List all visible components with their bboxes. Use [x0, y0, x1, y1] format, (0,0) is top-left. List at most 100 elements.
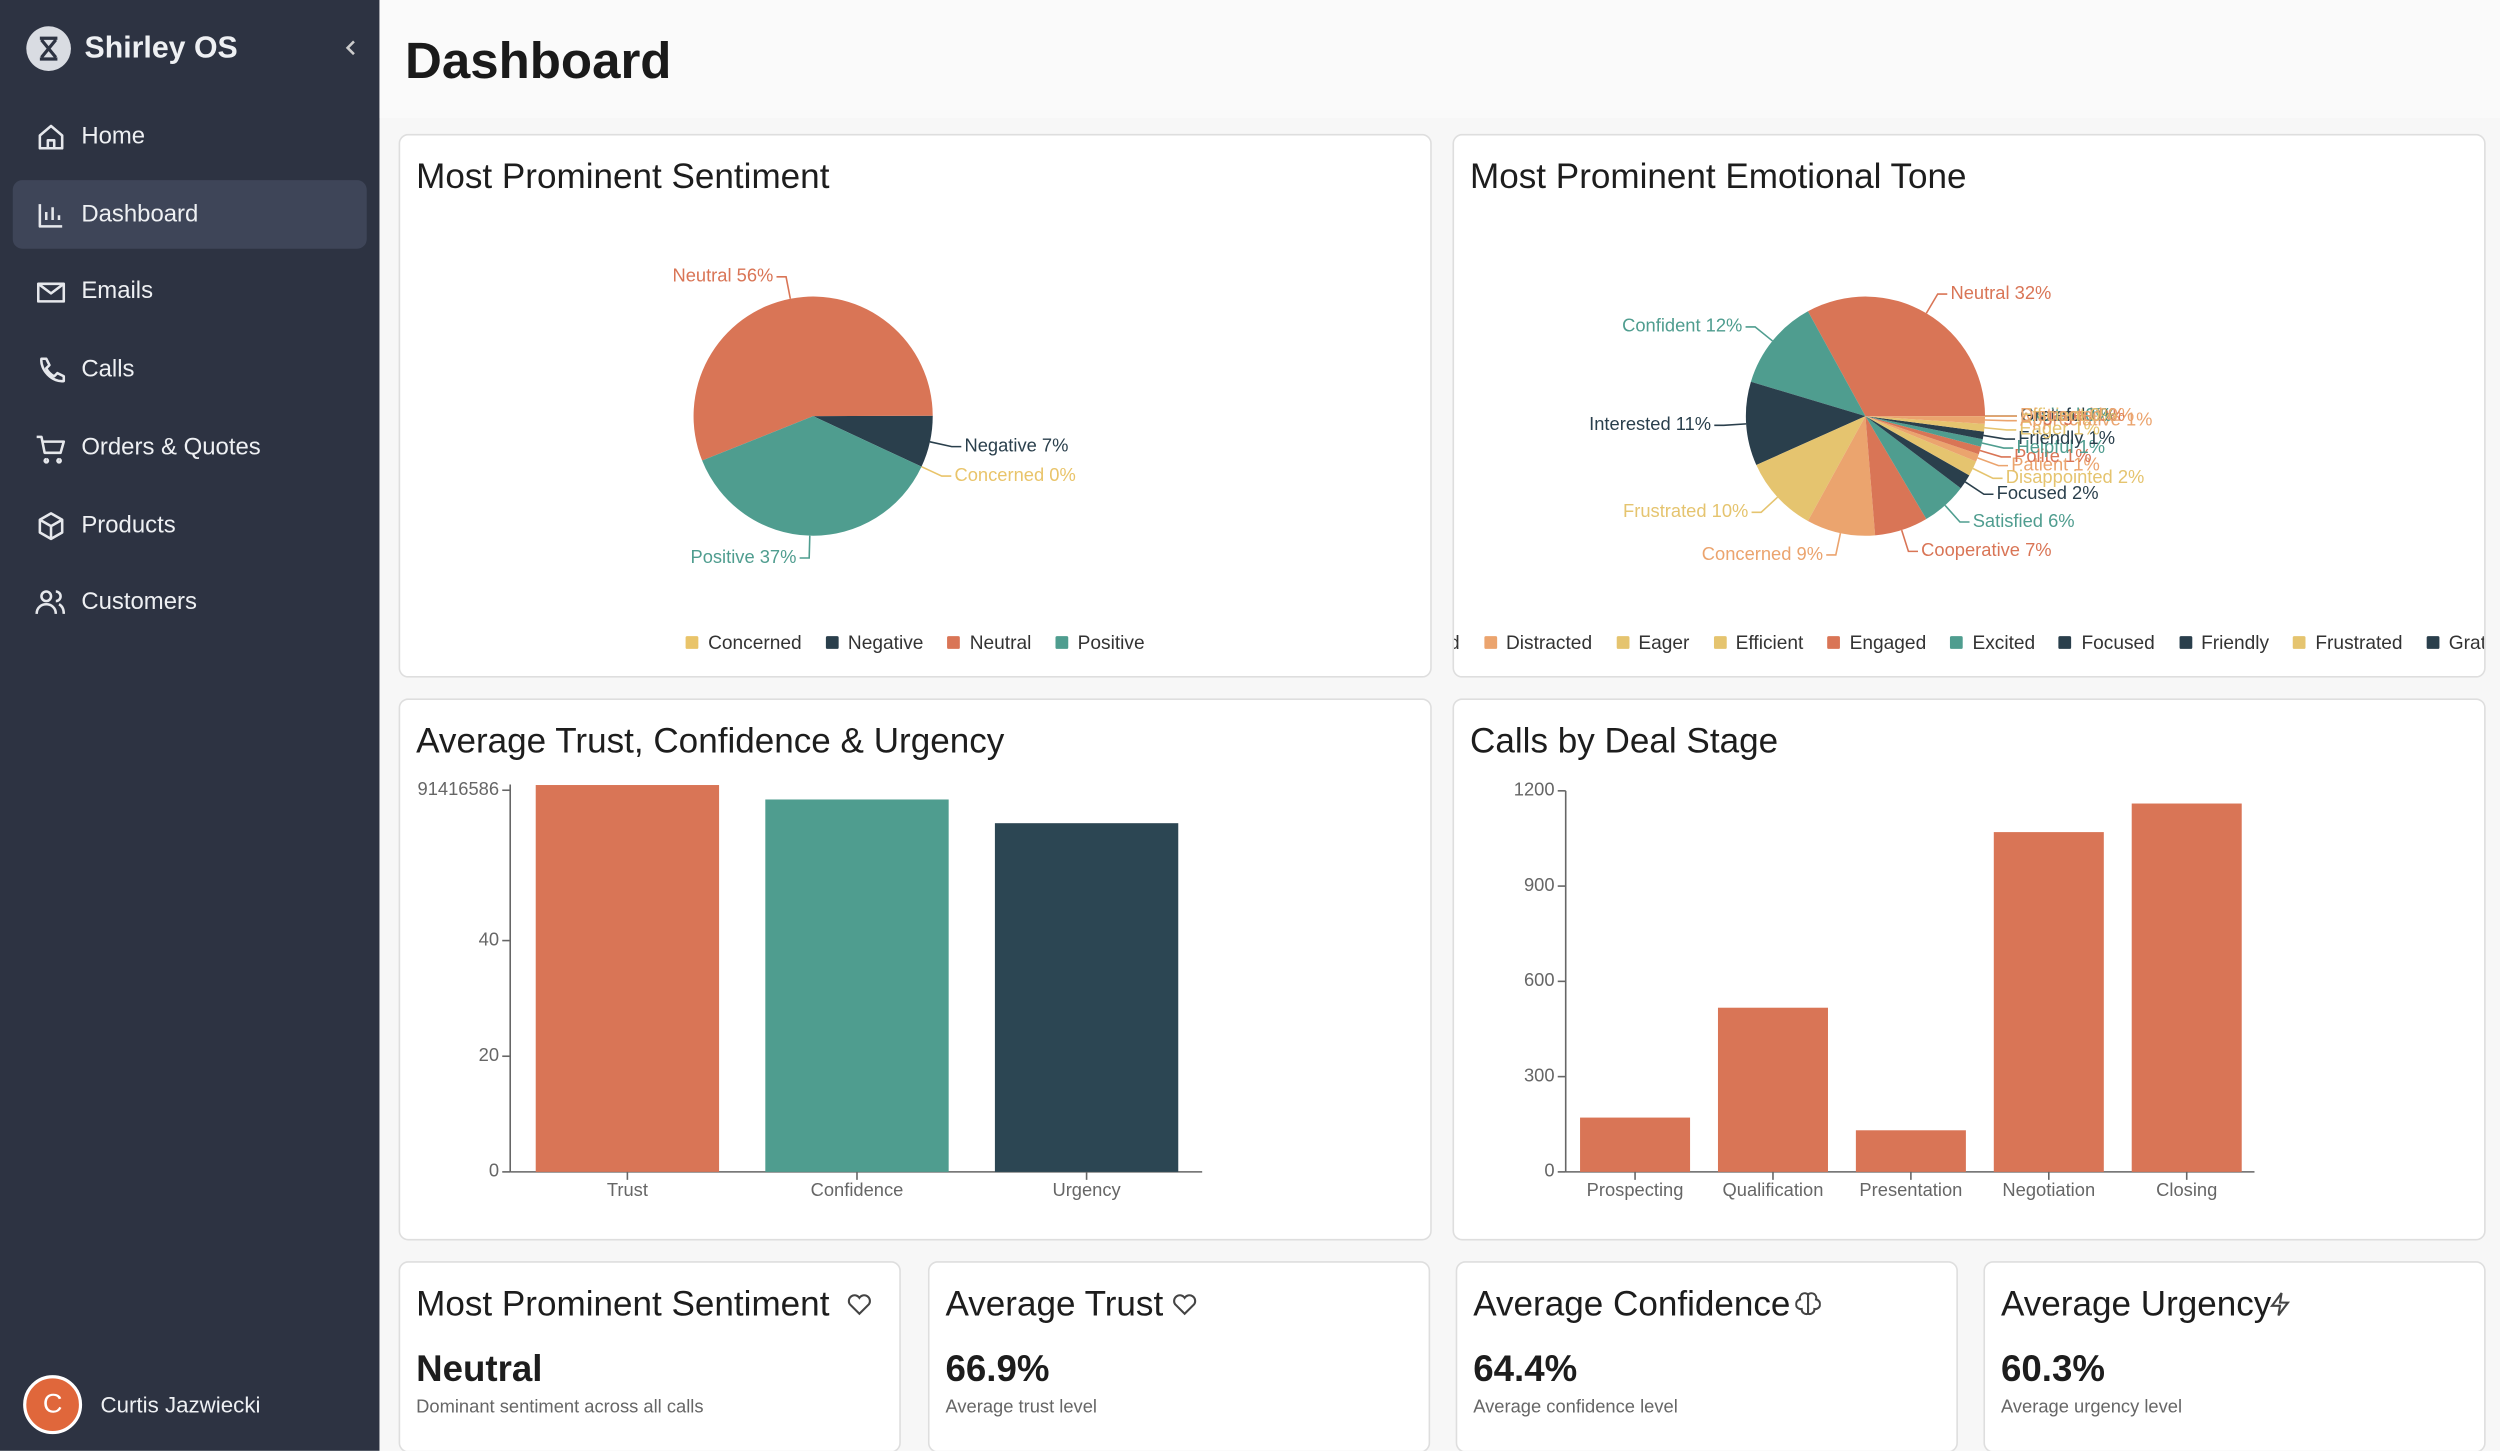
- legend-item: Neutral: [947, 631, 1032, 654]
- legend-label: Neutral: [969, 631, 1032, 654]
- nav-icon: [40, 357, 66, 383]
- stat-card: Most Prominent Sentiment Neutral Dominant …: [398, 1261, 901, 1451]
- legend-swatch: [825, 636, 839, 649]
- nav-item[interactable]: Emails: [13, 257, 367, 326]
- stat-value: Neutral: [416, 1347, 543, 1389]
- nav-label: Products: [81, 511, 176, 539]
- logo: [26, 26, 71, 71]
- legend-swatch: [2426, 636, 2440, 649]
- legend-swatch: [947, 636, 961, 649]
- avatar[interactable]: [22, 1374, 83, 1435]
- chart-card: Most Prominent Sentiment Concerned Negativ…: [398, 133, 1432, 678]
- stat-value: 66.9%: [945, 1347, 1050, 1389]
- nav-label: Customers: [81, 588, 197, 616]
- collapse-button[interactable]: [340, 37, 362, 59]
- legend-label: Eager: [1638, 631, 1690, 654]
- stat-icon: [1795, 1292, 1821, 1316]
- nav-icon: [36, 435, 66, 464]
- nav-label: Dashboard: [81, 200, 199, 228]
- legend-item: Friendly: [2178, 631, 2269, 654]
- legend-label: Concerned: [708, 631, 802, 654]
- nav-item[interactable]: Products: [13, 490, 367, 559]
- nav-icon: [35, 590, 66, 615]
- stat-card: Average Confidence 64.4% Average confidenc…: [1455, 1261, 1958, 1451]
- nav-item[interactable]: Home: [13, 102, 367, 171]
- legend: Concerned Negative Neutral Positive: [400, 631, 1430, 654]
- icon-path: [35, 590, 66, 615]
- stat-description: Average confidence level: [1473, 1398, 1678, 1418]
- nav-label: Home: [81, 122, 146, 150]
- chart-card: Calls by Deal Stage: [1452, 698, 2486, 1241]
- chart-title: Average Trust, Confidence & Urgency: [416, 720, 1005, 761]
- avatar-initial: C: [42, 1388, 63, 1420]
- nav-item[interactable]: Dashboard: [12, 179, 367, 249]
- chart-card: Most Prominent Emotional Tone Appreciativ…: [1452, 133, 2486, 678]
- nav-icon: [38, 203, 63, 228]
- legend-item: Eager: [1616, 631, 1690, 654]
- stat-icon: [1173, 1294, 1197, 1316]
- legend-label: Disappointed: [1454, 631, 1460, 653]
- legend-item: Grateful: [2426, 631, 2486, 654]
- icon-path: [1173, 1294, 1197, 1316]
- icon-path: [38, 511, 64, 540]
- stat-value: 64.4%: [1473, 1347, 1578, 1389]
- stat-value: 60.3%: [2000, 1347, 2105, 1389]
- nav-icon: [38, 124, 64, 150]
- nav-icon: [36, 283, 66, 304]
- stat-card: Average Trust 66.9% Average trust level: [927, 1261, 1431, 1451]
- stat-title: Average Trust: [945, 1283, 1164, 1324]
- legend-label: Distracted: [1505, 631, 1593, 654]
- legend-swatch: [1713, 636, 1727, 649]
- icon-path: [36, 435, 66, 464]
- legend-label: Efficient: [1735, 631, 1804, 654]
- chart-title: Most Prominent Emotional Tone: [1470, 156, 1967, 197]
- icon-path: [40, 357, 66, 383]
- legend-swatch: [1055, 636, 1069, 649]
- legend-label: Excited: [1972, 631, 2036, 654]
- stat-title: Most Prominent Sentiment: [416, 1283, 830, 1324]
- legend-item: Focused: [2059, 631, 2155, 654]
- stat-icon: [847, 1294, 871, 1316]
- legend-label: Positive: [1077, 631, 1145, 654]
- stat-description: Dominant sentiment across all calls: [416, 1398, 704, 1418]
- nav-label: Orders & Quotes: [81, 433, 261, 461]
- legend-swatch: [1616, 636, 1629, 649]
- icon-path: [2269, 1292, 2291, 1317]
- nav-label: Calls: [81, 355, 135, 383]
- brand: Shirley OS: [84, 31, 238, 66]
- page-title: Dashboard: [404, 31, 672, 90]
- nav-item[interactable]: Orders & Quotes: [13, 413, 367, 482]
- stat-card: Average Urgency 60.3% Average urgency leve…: [1983, 1261, 2486, 1451]
- legend-swatch: [1950, 636, 1963, 649]
- nav-item[interactable]: Customers: [13, 568, 367, 637]
- legend-item: Negative: [825, 631, 923, 654]
- legend-swatch: [1483, 636, 1497, 649]
- legend-swatch: [2059, 636, 2072, 649]
- stat-description: Average trust level: [945, 1398, 1098, 1418]
- legend-item: Distracted: [1483, 631, 1593, 654]
- nav-icon: [38, 511, 64, 540]
- icon-path: [1795, 1292, 1821, 1316]
- chart-title: Most Prominent Sentiment: [416, 156, 830, 197]
- legend-item: Concerned: [685, 631, 802, 654]
- legend-label: Grateful: [2448, 631, 2486, 654]
- icon-path: [36, 283, 66, 304]
- legend-label: Focused: [2081, 631, 2155, 654]
- stat-title: Average Confidence: [1473, 1283, 1791, 1324]
- icon-path: [38, 203, 63, 228]
- legend-item: Engaged: [1827, 631, 1926, 654]
- legend: AppreciativeConcernedConfidentCooperativ…: [1454, 631, 2484, 653]
- legend-swatch: [2178, 636, 2192, 649]
- nav-item[interactable]: Calls: [13, 335, 367, 404]
- nav-label: Emails: [81, 278, 154, 306]
- legend-item: Disappointed: [1454, 631, 1460, 653]
- chart-title: Calls by Deal Stage: [1470, 720, 1779, 761]
- user-name: Curtis Jazwiecki: [100, 1391, 261, 1418]
- stat-title: Average Urgency: [2000, 1283, 2272, 1324]
- legend-item: Excited: [1950, 631, 2036, 654]
- legend-swatch: [1827, 636, 1841, 649]
- legend-item: Frustrated: [2293, 631, 2403, 654]
- chart-card: Average Trust, Confidence & Urgency: [398, 698, 1432, 1241]
